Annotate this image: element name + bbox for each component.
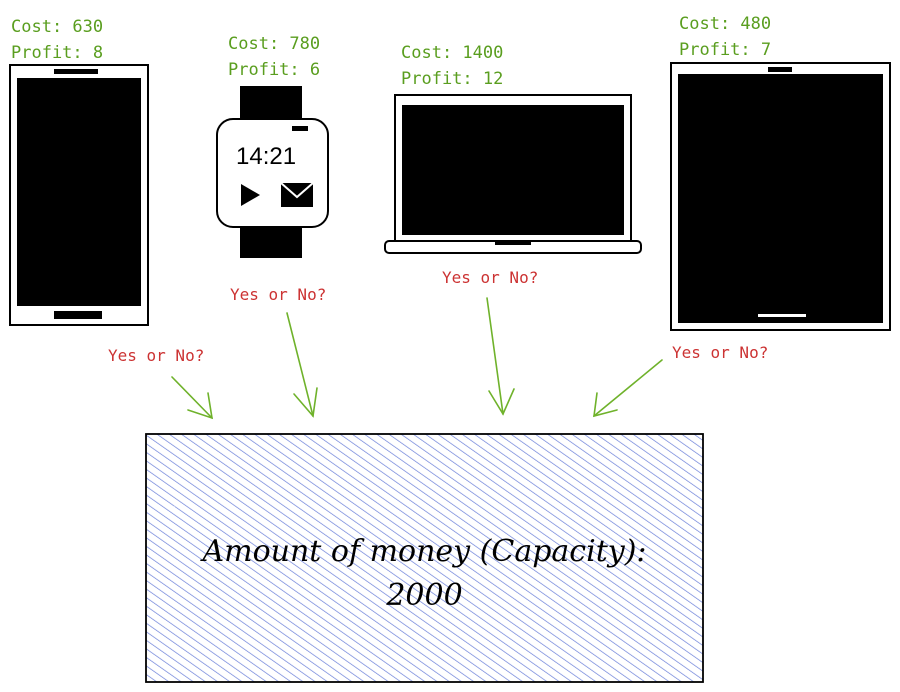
- tablet-device: [670, 62, 891, 331]
- laptop-profit: Profit: 12: [401, 69, 504, 89]
- tablet-camera: [768, 67, 792, 72]
- arrow-watch: [286, 312, 318, 418]
- question-phone: Yes or No?: [108, 346, 205, 365]
- arrow-tablet: [593, 359, 663, 418]
- watch-device: [216, 86, 329, 258]
- watch-time: 14:21: [236, 143, 297, 170]
- capacity-title: Amount of money (Capacity):: [202, 534, 647, 569]
- tablet-cost: Cost: 480: [679, 14, 772, 34]
- phone-profit: Profit: 8: [11, 43, 104, 63]
- laptop-device: [384, 94, 642, 254]
- phone-device: [9, 64, 149, 326]
- question-laptop: Yes or No?: [442, 268, 539, 287]
- tablet-profit: Profit: 7: [679, 40, 772, 60]
- phone-screen: [17, 78, 141, 306]
- phone-speaker: [54, 69, 98, 74]
- question-watch: Yes or No?: [230, 285, 327, 304]
- tablet-screen: [678, 74, 883, 323]
- play-icon: [241, 184, 260, 206]
- tablet-label: Cost: 480 Profit: 7: [679, 11, 771, 63]
- tablet-home-bar: [758, 314, 806, 317]
- capacity-value: 2000: [386, 578, 463, 613]
- laptop-label: Cost: 1400 Profit: 12: [401, 40, 503, 92]
- arrow-phone: [171, 376, 213, 420]
- watch-sensor: [292, 126, 308, 131]
- capacity-text: Amount of money (Capacity): 2000: [146, 530, 703, 618]
- question-tablet: Yes or No?: [672, 343, 769, 362]
- phone-cost: Cost: 630: [11, 17, 104, 37]
- laptop-notch: [495, 241, 531, 245]
- phone-home-button: [54, 311, 102, 319]
- arrow-laptop: [486, 297, 515, 416]
- watch-profit: Profit: 6: [228, 60, 321, 80]
- laptop-cost: Cost: 1400: [401, 43, 504, 63]
- watch-strap-top: [240, 86, 302, 122]
- mail-icon: [280, 182, 314, 207]
- laptop-screen: [402, 105, 624, 235]
- watch-face: [216, 118, 329, 228]
- watch-label: Cost: 780 Profit: 6: [228, 31, 320, 83]
- watch-cost: Cost: 780: [228, 34, 321, 54]
- capacity-box: [145, 433, 704, 683]
- phone-label: Cost: 630 Profit: 8: [11, 14, 103, 66]
